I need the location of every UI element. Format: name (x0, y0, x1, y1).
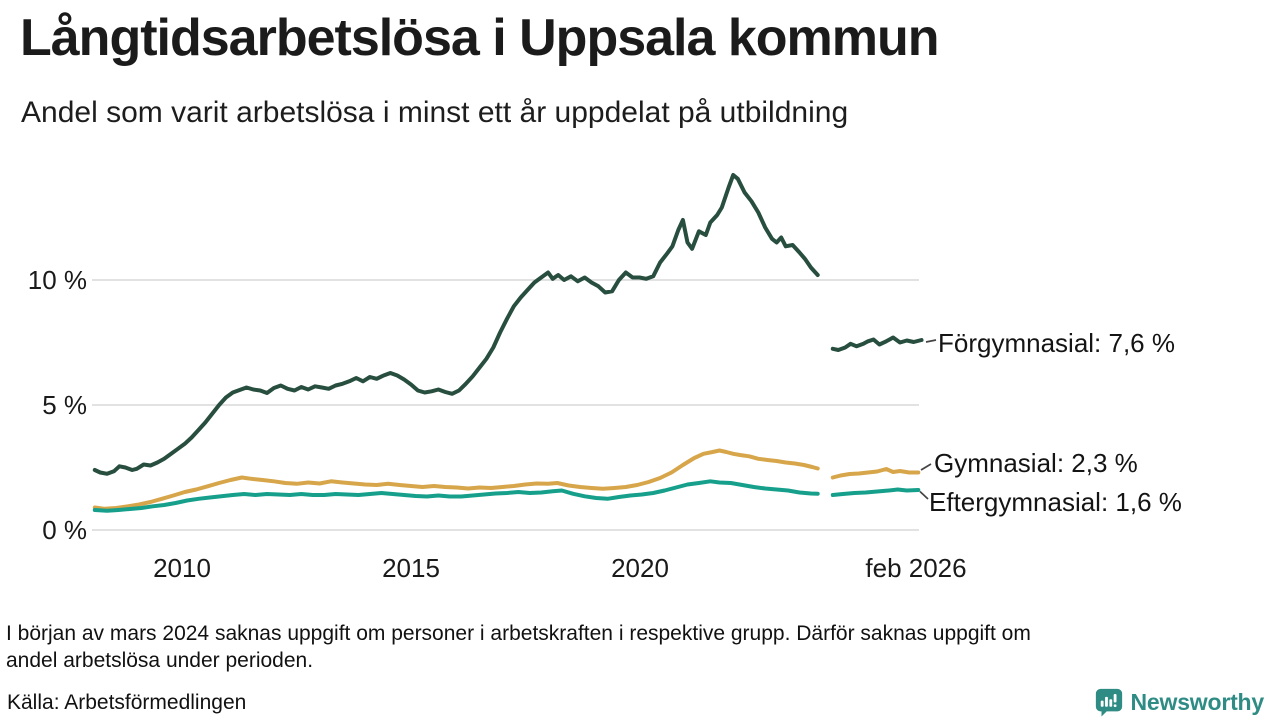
source-label: Källa: Arbetsförmedlingen (7, 691, 247, 714)
series-line-gymnasial (92, 448, 820, 511)
series-line-eftergymnasial (92, 479, 820, 513)
series-label-eftergymnasial: Eftergymnasial: 1,6 % (929, 487, 1182, 517)
series-line-förgymnasial (92, 173, 820, 476)
chart-subtitle: Andel som varit arbetslösa i minst ett å… (21, 96, 849, 129)
newsworthy-wordmark: Newsworthy (1130, 688, 1265, 715)
x-axis-tick-2010: 2010 (153, 553, 211, 583)
newsworthy-chart-bubble-icon (1095, 688, 1122, 717)
series-line-eftergymnasial (830, 487, 921, 497)
series-label-gymnasial: Gymnasial: 2,3 % (934, 448, 1138, 478)
x-axis-tick-feb2026: feb 2026 (865, 553, 967, 583)
page-title: Långtidsarbetslösa i Uppsala kommun (20, 9, 940, 67)
series-line-gymnasial (830, 467, 921, 480)
y-axis-tick-5: 5 % (42, 390, 87, 420)
y-axis-tick-0: 0 % (42, 515, 87, 545)
y-axis-tick-10: 10 % (27, 265, 87, 295)
footnote: I början av mars 2024 saknas uppgift om … (6, 621, 1031, 674)
footnote-line-1: I början av mars 2024 saknas uppgift om … (6, 622, 1031, 645)
series-label-forgymnasial: Förgymnasial: 7,6 % (938, 328, 1175, 358)
footnote-line-2: andel arbetslösa under perioden. (6, 648, 314, 672)
newsworthy-logo: Newsworthy (1094, 687, 1264, 717)
series-line-förgymnasial (830, 335, 924, 352)
x-axis-tick-2020: 2020 (611, 553, 669, 583)
x-axis-tick-2015: 2015 (382, 553, 440, 583)
